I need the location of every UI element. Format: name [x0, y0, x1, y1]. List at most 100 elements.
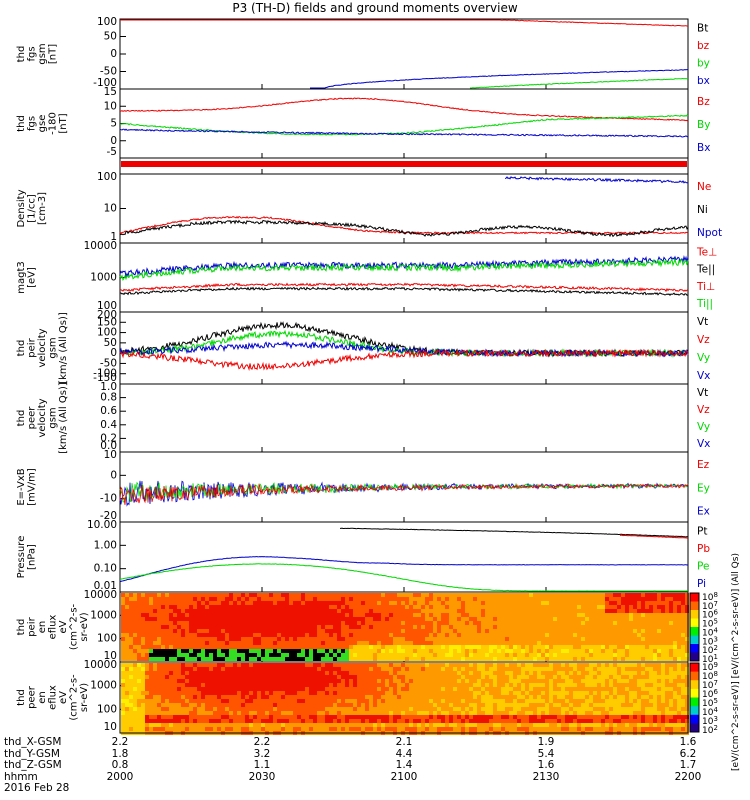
legend-entry: Te⊥ [696, 246, 717, 258]
y-axis-label: [1/cc] [27, 194, 38, 223]
y-axis-label: eflux [48, 685, 59, 710]
x-tick-value-y: 4.4 [395, 747, 413, 760]
y-axis-label: eV [58, 691, 69, 704]
row-label-hhmm: hhmm [4, 770, 38, 783]
x-tick-column: 1.6 6.2 1.7 2200 [666, 736, 710, 783]
legend-entry: bz [697, 40, 710, 52]
x-tick-value-y: 3.2 [253, 747, 271, 760]
legend-entry: Pi [697, 578, 706, 590]
y-tick-label: 0 [110, 48, 117, 60]
y-axis-label: peer [27, 406, 38, 430]
legend-entry: Vt [697, 387, 708, 399]
series-Bz [120, 97, 689, 122]
y-axis-label: gse [37, 115, 48, 133]
y-axis-label: eV [58, 620, 69, 633]
y-axis-label: gsm [48, 337, 59, 358]
colorbar-tick: 105 [702, 618, 718, 630]
colorbar-tick: 101 [702, 653, 718, 665]
y-tick-label: 100 [97, 16, 117, 28]
y-tick-label: 0.01 [94, 580, 117, 592]
legend-entry: Vt [697, 316, 708, 328]
colorbar-segment [690, 663, 699, 673]
legend-entry: Ti|| [696, 298, 713, 310]
x-tick-value-z: 1.7 [679, 759, 697, 772]
y-axis-label: E=-VxB [16, 468, 27, 505]
colorbar-segment [690, 644, 699, 653]
x-tick-column: 2.1 4.4 1.4 2100 [382, 736, 426, 783]
panel-frame [119, 521, 689, 593]
x-tick-value-x: 2.1 [395, 736, 413, 748]
y-axis-label: eflux [48, 615, 59, 640]
legend-entry: Ni [697, 204, 708, 216]
y-tick-label: 100 [97, 171, 117, 183]
y-tick-label: -150 [93, 372, 117, 384]
series-by [470, 77, 689, 89]
legend-entry: Ti⊥ [696, 281, 715, 293]
y-axis-label: thd [16, 46, 27, 63]
y-tick-label: 1.00 [94, 539, 117, 551]
series-Te-par [119, 255, 689, 279]
y-axis-label: magt3 [16, 261, 27, 294]
y-tick-label: 0.2 [100, 432, 117, 444]
colorbar-segment [690, 610, 699, 619]
y-tick-label: -50 [100, 357, 117, 369]
y-tick-label: -100 [93, 368, 117, 380]
y-tick-label: 10000 [84, 659, 117, 671]
y-tick-label: 10 [104, 203, 117, 215]
y-tick-label: -5 [107, 146, 117, 158]
y-axis-label: gsm [48, 407, 59, 428]
y-axis-label: [nT] [58, 113, 69, 133]
y-tick-label: 10 [104, 449, 117, 461]
legend-entry: Pb [697, 543, 710, 555]
y-axis-label: gsm [37, 43, 48, 64]
colorbar-tick: 103 [702, 635, 718, 647]
x-axis-row-labels: thd_X-GSM thd_Y-GSM thd_Z-GSM hhmm 2016 … [4, 736, 69, 795]
series-Bx [119, 128, 689, 138]
y-tick-label: 10 [104, 650, 117, 662]
y-axis-label: [cm-3] [37, 192, 48, 225]
y-axis-label: fgs [27, 116, 38, 131]
y-axis-label: en [37, 691, 48, 704]
colorbar-tick: 102 [702, 724, 718, 736]
y-tick-label: 200 [97, 309, 117, 321]
y-axis-label: [nT] [48, 44, 59, 64]
legend-entry: Vz [697, 334, 710, 346]
series-Npot [504, 176, 689, 184]
x-tick-value-t: 2200 [674, 770, 702, 783]
y-axis-label: thd [16, 689, 27, 706]
legend-entry: Vy [697, 352, 710, 364]
y-axis-label: [km/s (All Qs)] [58, 312, 69, 384]
colorbar-tick: 107 [702, 600, 718, 612]
page-title: P3 (TH-D) fields and ground moments over… [232, 1, 518, 15]
colorbar-segment [690, 671, 699, 681]
series-Te-perp [119, 286, 689, 296]
series-Ne [119, 215, 689, 235]
x-tick-column: 2.2 1.8 0.8 2000 [98, 736, 142, 783]
x-tick-value-y: 1.8 [111, 747, 129, 760]
colorbar-segment [690, 714, 699, 724]
legend-entry: Te|| [696, 264, 715, 276]
series-Pt [340, 527, 689, 538]
x-tick-column: 2.2 3.2 1.1 2030 [240, 736, 284, 783]
y-axis-label: (cm^2-s- [69, 674, 80, 721]
colorbar-tick: 107 [702, 679, 718, 691]
y-axis-label: peer [27, 685, 38, 709]
y-axis-label: Density [16, 189, 27, 227]
x-tick-column: 1.9 5.4 1.6 2130 [524, 736, 568, 783]
colorbar-tick: 104 [702, 706, 718, 718]
y-axis-label: [eV] [27, 267, 38, 288]
y-axis-label: velocity [37, 328, 48, 367]
panel-frame [119, 383, 689, 453]
y-axis-label: [mV/m] [27, 468, 38, 506]
y-tick-label: 0.0 [100, 440, 117, 452]
legend-entry: bx [697, 75, 710, 87]
colorbar-segment [690, 601, 699, 611]
y-axis-label: thd [16, 410, 27, 427]
colorbar-tick: 108 [702, 670, 718, 682]
colorbar-tick: 102 [702, 644, 718, 656]
panel-frame [119, 242, 689, 313]
y-axis-label: -180 [48, 112, 59, 135]
legend-entry: Ne [697, 181, 711, 193]
y-tick-label: 0.4 [100, 419, 117, 431]
panel-frame [119, 18, 689, 90]
